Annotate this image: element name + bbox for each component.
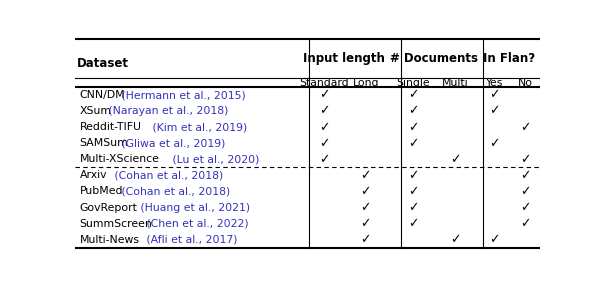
Text: ✓: ✓	[520, 121, 530, 134]
Text: GovReport: GovReport	[80, 202, 137, 213]
Text: ✓: ✓	[361, 201, 371, 214]
Text: ✓: ✓	[489, 105, 499, 118]
Text: CNN/DM: CNN/DM	[80, 90, 125, 100]
Text: ✓: ✓	[408, 185, 419, 198]
Text: (Cohan et al., 2018): (Cohan et al., 2018)	[118, 186, 230, 197]
Text: Arxiv: Arxiv	[80, 170, 107, 180]
Text: ✓: ✓	[361, 217, 371, 230]
Text: (Chen et al., 2022): (Chen et al., 2022)	[143, 219, 249, 229]
Text: Reddit-TIFU: Reddit-TIFU	[80, 122, 142, 132]
Text: (Huang et al., 2021): (Huang et al., 2021)	[137, 202, 250, 213]
Text: Multi: Multi	[442, 78, 468, 88]
Text: PubMed: PubMed	[80, 186, 123, 197]
Text: (Cohan et al., 2018): (Cohan et al., 2018)	[112, 170, 224, 180]
Text: (Kim et al., 2019): (Kim et al., 2019)	[149, 122, 248, 132]
Text: ✓: ✓	[319, 153, 329, 166]
Text: ✓: ✓	[408, 217, 419, 230]
Text: ✓: ✓	[489, 233, 499, 246]
Text: ✓: ✓	[361, 233, 371, 246]
Text: ✓: ✓	[520, 153, 530, 166]
Text: (Gliwa et al., 2019): (Gliwa et al., 2019)	[118, 138, 225, 148]
Text: ✓: ✓	[408, 121, 419, 134]
Text: ✓: ✓	[319, 105, 329, 118]
Text: ✓: ✓	[408, 105, 419, 118]
Text: ✓: ✓	[408, 137, 419, 150]
Text: SAMSum: SAMSum	[80, 138, 128, 148]
Text: In Flan?: In Flan?	[483, 52, 535, 65]
Text: ✓: ✓	[319, 121, 329, 134]
Text: (Afli et al., 2017): (Afli et al., 2017)	[143, 235, 238, 245]
Text: ✓: ✓	[361, 169, 371, 182]
Text: (Narayan et al., 2018): (Narayan et al., 2018)	[105, 106, 229, 116]
Text: Multi-XScience: Multi-XScience	[80, 154, 160, 164]
Text: ✓: ✓	[489, 89, 499, 102]
Text: ✓: ✓	[520, 169, 530, 182]
Text: No: No	[518, 78, 533, 88]
Text: ✓: ✓	[408, 169, 419, 182]
Text: Yes: Yes	[485, 78, 503, 88]
Text: ✓: ✓	[449, 153, 460, 166]
Text: (Hermann et al., 2015): (Hermann et al., 2015)	[118, 90, 245, 100]
Text: ✓: ✓	[361, 185, 371, 198]
Text: ✓: ✓	[319, 89, 329, 102]
Text: ✓: ✓	[319, 137, 329, 150]
Text: ✓: ✓	[408, 201, 419, 214]
Text: Single: Single	[397, 78, 430, 88]
Text: Multi-News: Multi-News	[80, 235, 140, 245]
Text: ✓: ✓	[489, 137, 499, 150]
Text: ✓: ✓	[408, 89, 419, 102]
Text: Standard: Standard	[299, 78, 349, 88]
Text: Long: Long	[352, 78, 379, 88]
Text: (Lu et al., 2020): (Lu et al., 2020)	[169, 154, 259, 164]
Text: SummScreen: SummScreen	[80, 219, 152, 229]
Text: Dataset: Dataset	[77, 57, 130, 70]
Text: ✓: ✓	[520, 201, 530, 214]
Text: ✓: ✓	[520, 217, 530, 230]
Text: XSum: XSum	[80, 106, 112, 116]
Text: # Documents: # Documents	[389, 52, 478, 65]
Text: Input length: Input length	[303, 52, 385, 65]
Text: ✓: ✓	[449, 233, 460, 246]
Text: ✓: ✓	[520, 185, 530, 198]
